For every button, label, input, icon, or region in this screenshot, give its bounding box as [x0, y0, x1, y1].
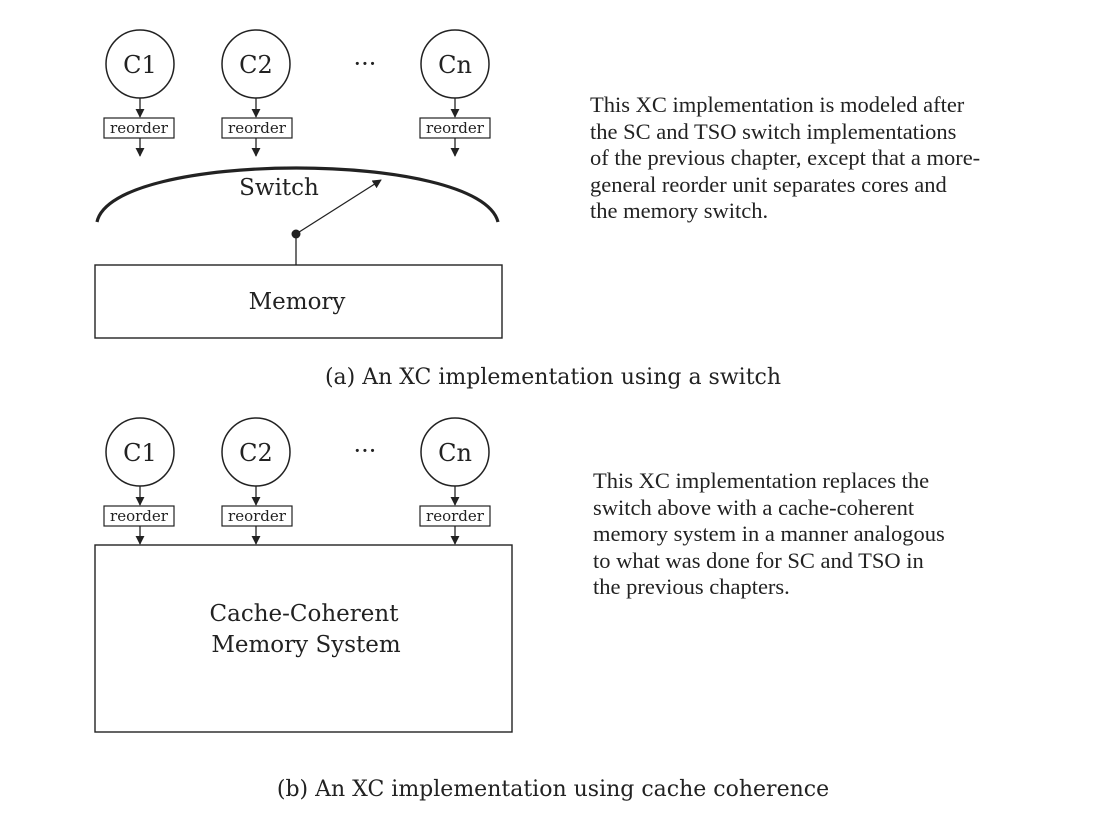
core-label: Cn [438, 51, 472, 79]
core-c1-node: C1 [105, 417, 175, 487]
caption-a: (a) An XC implementation using a switch [325, 365, 781, 390]
core-c2-node: C2 [221, 29, 291, 99]
panel-a-description: This XC implementation is modeled after … [590, 92, 980, 225]
core-label: C1 [123, 51, 157, 79]
description-line: general reorder unit separates cores and [590, 171, 947, 197]
memory-label-line-2: Memory System [211, 632, 401, 658]
cache-coherent-memory-box: Cache-Coherent Memory System [94, 544, 513, 733]
core-label: Cn [438, 439, 472, 467]
description-line: of the previous chapter, except that a m… [590, 145, 981, 170]
memory-label: Memory [249, 289, 346, 315]
memory-label-line-1: Cache-Coherent [210, 601, 400, 627]
reorder-label: reorder [426, 119, 485, 137]
memory-box: Memory [94, 264, 503, 339]
switch-lever-arrow [295, 179, 382, 235]
core-cn-node: Cn [420, 29, 490, 99]
panel-b-diagram: C1 C2 ··· Cn reorder reorder reorder [94, 417, 829, 802]
reorder-label: reorder [228, 119, 287, 137]
core-cn-node: Cn [420, 417, 490, 487]
description-line: the memory switch. [590, 198, 769, 223]
reorder-unit: reorder [103, 117, 175, 139]
panel-b-description: This XC implementation replaces the swit… [593, 468, 945, 601]
description-line: to what was done for SC and TSO in [593, 547, 924, 573]
reorder-label: reorder [228, 507, 287, 525]
description-line: the previous chapters. [593, 574, 790, 599]
core-ellipsis: ··· [354, 437, 377, 465]
switch-arc [95, 166, 500, 223]
description-line: This XC implementation replaces the [593, 468, 930, 493]
description-line: This XC implementation is modeled after [590, 92, 965, 117]
reorder-unit: reorder [103, 505, 175, 527]
core-label: C2 [239, 51, 273, 79]
reorder-unit: reorder [221, 117, 293, 139]
core-ellipsis: ··· [354, 50, 377, 78]
description-line: memory system in a manner analogous [593, 521, 945, 546]
reorder-label: reorder [110, 119, 169, 137]
description-line: the SC and TSO switch implementations [590, 118, 957, 144]
reorder-label: reorder [426, 507, 485, 525]
panel-a-diagram: C1 C2 ··· Cn reorder reorder reorder [94, 29, 781, 390]
reorder-unit: reorder [419, 505, 491, 527]
core-c2-node: C2 [221, 417, 291, 487]
reorder-unit: reorder [419, 117, 491, 139]
description-line: switch above with a cache-coherent [593, 494, 915, 520]
switch-label: Switch [239, 175, 319, 201]
reorder-label: reorder [110, 507, 169, 525]
reorder-unit: reorder [221, 505, 293, 527]
core-label: C2 [239, 439, 273, 467]
core-label: C1 [123, 439, 157, 467]
core-c1-node: C1 [105, 29, 175, 99]
caption-b: (b) An XC implementation using cache coh… [277, 777, 829, 802]
